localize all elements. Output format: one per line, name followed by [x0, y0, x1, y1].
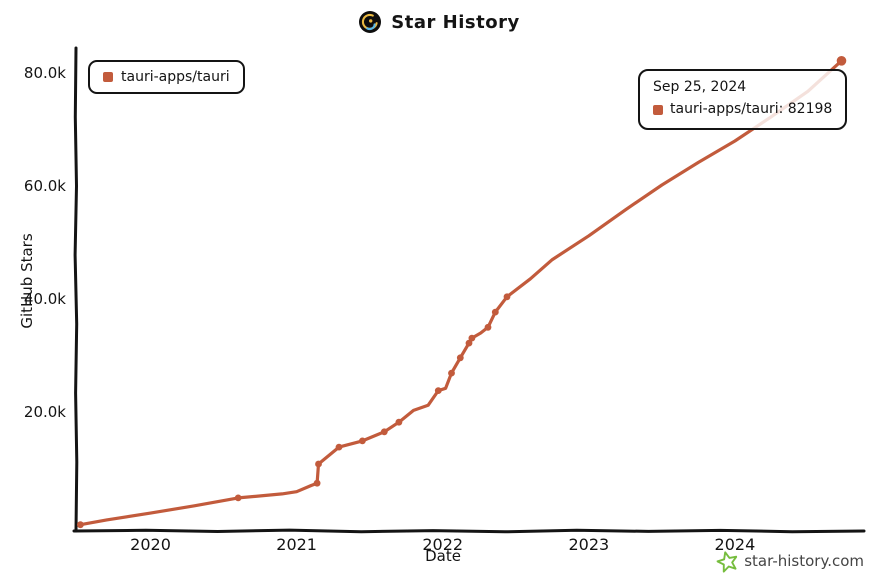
data-point-marker[interactable] [456, 354, 464, 362]
data-point-marker[interactable] [315, 460, 322, 468]
y-tick-label: 40.0k [24, 290, 66, 308]
data-point-marker[interactable] [484, 323, 492, 331]
data-point-marker[interactable] [395, 418, 403, 426]
legend-marker-icon [103, 72, 113, 82]
y-tick-label: 80.0k [24, 64, 66, 82]
x-tick-label: 2024 [715, 535, 756, 554]
y-axis-line [73, 46, 79, 533]
tooltip-series-value: tauri-apps/tauri: 82198 [670, 100, 833, 117]
x-axis-label: Date [425, 547, 461, 565]
data-point-marker[interactable] [77, 521, 84, 529]
data-point-marker[interactable] [468, 334, 476, 342]
data-point-marker[interactable] [234, 494, 242, 502]
y-axis-label: GitHub Stars [18, 233, 36, 329]
data-point-marker[interactable] [434, 387, 442, 394]
star-icon [716, 550, 738, 573]
legend-label: tauri-apps/tauri [121, 69, 230, 85]
tooltip-marker-icon [653, 104, 663, 115]
data-point-marker[interactable] [491, 308, 499, 316]
x-tick-label: 2023 [568, 535, 609, 554]
y-tick-label: 60.0k [24, 177, 66, 195]
data-point-marker-end[interactable] [836, 56, 847, 66]
data-point-marker[interactable] [380, 428, 388, 436]
y-tick-label: 20.0k [24, 403, 66, 421]
data-point-marker[interactable] [313, 479, 321, 487]
tooltip: Sep 25, 2024 tauri-apps/tauri: 82198 [638, 69, 848, 131]
x-axis-line [72, 528, 866, 534]
data-point-marker[interactable] [465, 339, 473, 347]
x-tick-label: 2020 [130, 535, 171, 554]
watermark: star-history.com [716, 550, 864, 573]
data-point-marker[interactable] [335, 443, 343, 451]
data-point-marker[interactable] [448, 369, 455, 377]
data-point-marker[interactable] [359, 437, 366, 445]
x-tick-label: 2021 [276, 535, 317, 554]
legend-item-tauri[interactable]: tauri-apps/tauri [88, 60, 245, 94]
chart-header: Star History [0, 7, 878, 37]
star-history-logo-icon [358, 10, 382, 34]
data-point-marker[interactable] [503, 293, 511, 301]
series-line[interactable] [78, 59, 844, 527]
x-tick-label: 2022 [422, 535, 463, 554]
tooltip-date: Sep 25, 2024 [653, 79, 747, 95]
page-title: Star History [391, 11, 520, 33]
watermark-text: star-history.com [744, 552, 864, 570]
